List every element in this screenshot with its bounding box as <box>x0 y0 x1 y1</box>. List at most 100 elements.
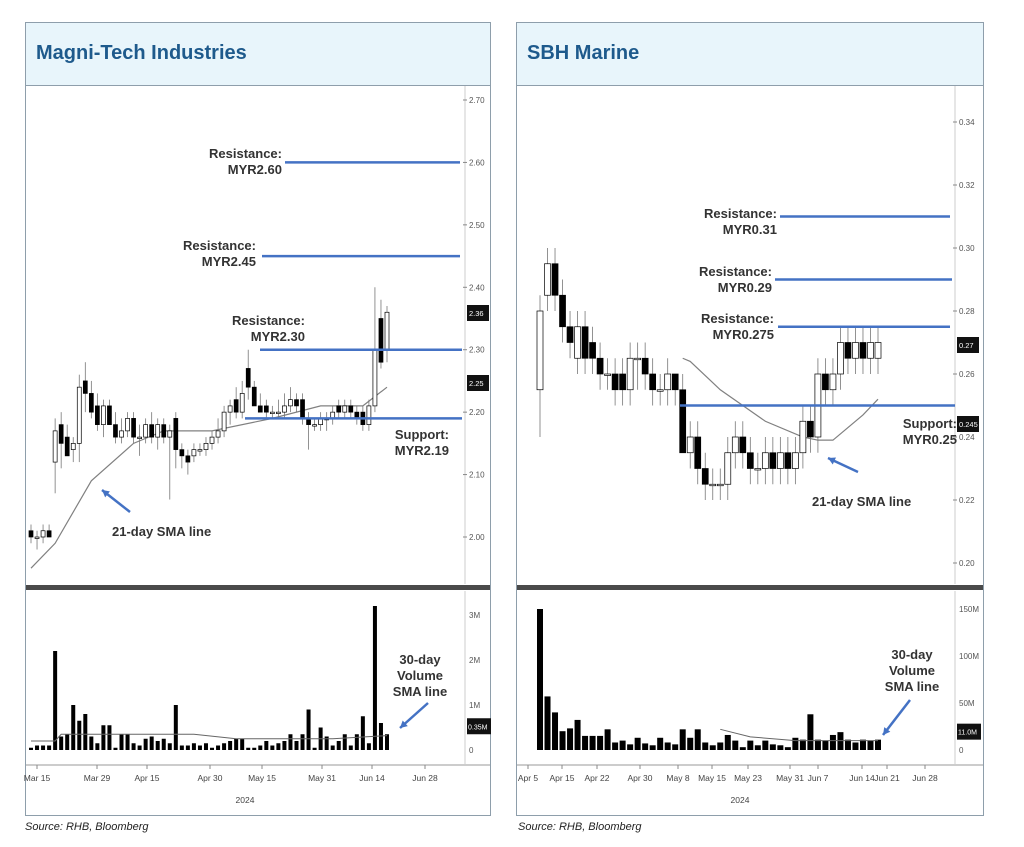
volume-bar <box>709 745 716 750</box>
candle-body <box>799 420 807 454</box>
candle-body <box>263 405 269 413</box>
candle-body <box>596 357 604 375</box>
volume-bar <box>567 728 574 750</box>
volume-bar <box>336 741 341 750</box>
x-tick-label: Apr 30 <box>197 773 222 783</box>
candle-body <box>64 436 70 457</box>
candle-body <box>649 373 657 391</box>
panel-header: SBH Marine <box>517 23 983 86</box>
volume-bar <box>246 747 251 750</box>
candle-body <box>125 418 130 432</box>
volume-bar <box>664 742 671 750</box>
volume-bar <box>143 738 148 750</box>
candle-body <box>746 452 754 469</box>
volume-bar <box>53 651 58 750</box>
sma-annotation: 21-day SMA line <box>812 494 912 509</box>
volume-tick-label: 150M <box>959 605 979 614</box>
magni-tech-chart: 2.70 2.60 2.50 2.40 2.30 2.20 2.10 2.00 2.36 2.25… <box>24 86 491 805</box>
x-tick-label: Mar 29 <box>84 773 111 783</box>
volume-bar <box>385 734 389 750</box>
volume-bar <box>634 737 641 750</box>
x-tick-label: Apr 22 <box>584 773 609 783</box>
volume-bar <box>119 734 124 750</box>
volume-bar <box>107 725 112 750</box>
x-tick-label: May 15 <box>698 773 726 783</box>
volume-bar <box>203 743 208 750</box>
volume-bar <box>807 714 814 750</box>
sma-value-label-box <box>467 375 489 391</box>
candle-body <box>76 386 82 444</box>
volume-bar <box>197 745 202 750</box>
volume-bar <box>717 742 724 750</box>
candle-body <box>792 452 799 469</box>
volume-bar <box>47 745 52 750</box>
volume-bar <box>799 739 806 750</box>
source-note: Source: RHB, Bloomberg <box>25 821 149 833</box>
candle-body <box>257 405 263 413</box>
candle-body <box>536 310 544 391</box>
volume-bar <box>724 734 731 750</box>
volume-bar <box>582 735 589 750</box>
arrow-head-icon <box>102 490 110 498</box>
candle-body <box>288 399 293 407</box>
volume-bar <box>210 747 215 750</box>
volume-bar <box>627 744 634 750</box>
candle-body <box>52 430 58 463</box>
last-price-label: 2.36 <box>469 309 484 318</box>
volume-bar <box>348 745 353 750</box>
x-tick-label: Jun 7 <box>808 773 829 783</box>
price-tick-label: 0.30 <box>959 244 975 253</box>
candle-body <box>161 424 167 438</box>
volume-bar <box>300 734 305 750</box>
candle-body <box>227 405 233 413</box>
candle-body <box>137 436 142 439</box>
volume-bar <box>228 741 233 750</box>
resistance-label: Resistance: MYR0.29 <box>699 264 772 295</box>
volume-bar <box>288 734 293 750</box>
candle-body <box>822 373 829 391</box>
pane-separator <box>517 585 983 590</box>
volume-bar <box>354 734 359 750</box>
volume-bar <box>240 738 245 750</box>
candle-body <box>185 455 191 463</box>
volume-bar <box>216 745 221 750</box>
sma-value-label: 0.245 <box>959 420 978 429</box>
x-tick-label: Jun 28 <box>412 773 438 783</box>
volume-tick-label: 0 <box>469 746 474 755</box>
arrow-head-icon <box>400 720 408 728</box>
volume-bar <box>597 735 604 750</box>
x-tick-label: Apr 15 <box>134 773 159 783</box>
volume-bar <box>83 714 88 750</box>
volume-bar <box>330 745 335 750</box>
volume-bar <box>270 745 275 750</box>
price-tick-label: 0.20 <box>959 559 975 568</box>
volume-bar <box>149 736 154 750</box>
candle-body <box>28 530 34 538</box>
chart-title: Magni-Tech Industries <box>36 42 247 64</box>
volume-bar <box>71 705 76 750</box>
volume-sma-annotation: 30-day Volume SMA line <box>884 647 940 694</box>
resistance-label: Resistance: MYR2.60 <box>209 146 282 177</box>
volume-bar <box>258 745 263 750</box>
candle-body <box>107 405 112 425</box>
candle-body <box>679 389 687 454</box>
candle-body <box>641 357 649 375</box>
sma-annotation: 21-day SMA line <box>112 524 212 539</box>
volume-bar <box>191 743 196 750</box>
candle-body <box>837 342 844 375</box>
volume-bar <box>264 741 269 750</box>
volume-bar <box>101 725 106 750</box>
volume-bar <box>762 740 769 750</box>
volume-bar <box>372 606 377 750</box>
price-tick-label: 2.60 <box>469 158 485 167</box>
pane-separator <box>26 585 490 590</box>
candle-body <box>716 483 724 487</box>
arrow-head-icon <box>828 457 836 465</box>
volume-bar <box>679 729 686 750</box>
candle-body <box>589 342 596 359</box>
candle-body <box>874 342 882 359</box>
volume-tick-label: 3M <box>469 611 480 620</box>
last-volume-box <box>957 723 981 740</box>
price-tick-label: 2.40 <box>469 283 485 292</box>
volume-bar <box>276 743 281 750</box>
